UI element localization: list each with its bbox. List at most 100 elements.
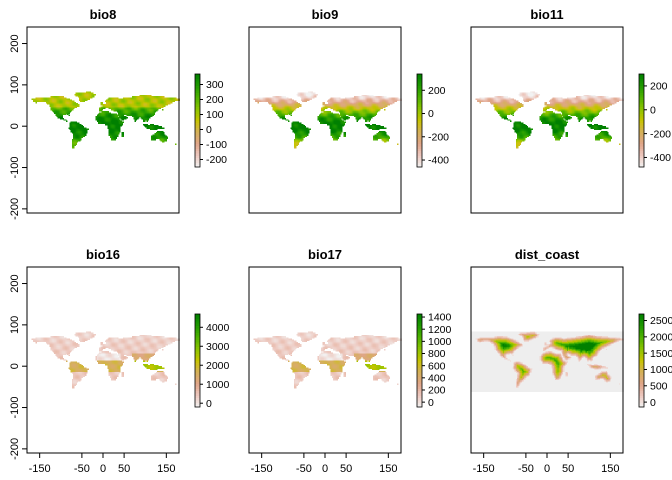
raster-cell [61,100,63,103]
raster-cell [105,114,107,117]
raster-cell [159,130,161,133]
raster-cell [160,135,163,137]
raster-cell [297,94,299,97]
raster-cell [121,123,124,126]
raster-cell [139,96,141,98]
raster-cell [114,118,116,120]
raster-cell [121,116,124,119]
raster-cell [149,106,152,108]
raster-cell [101,116,103,119]
raster-cell [148,99,151,102]
raster-cell [57,97,60,99]
raster-cell [75,103,77,105]
raster-cell [152,125,154,127]
raster-cell [356,96,359,98]
raster-cell [99,119,101,121]
raster-cell [373,115,375,118]
raster-cell [122,133,125,135]
raster-cell [110,118,113,120]
raster-cell [164,134,166,136]
raster-cell [147,127,150,129]
raster-cell [135,100,138,103]
raster-cell [57,96,60,98]
raster-cell [71,138,74,141]
raster-cell [107,104,109,106]
raster-cell [297,93,299,96]
raster-cell [79,126,81,128]
raster-cell [80,96,82,98]
raster-cell [162,136,165,139]
legend-swatch [195,113,200,117]
raster-cell [164,104,166,106]
raster-cell [61,104,63,106]
raster-cell [142,99,145,102]
raster-cell [114,131,116,134]
raster-cell [43,100,46,103]
raster-cell [358,96,361,98]
raster-cell [83,92,86,95]
raster-cell [145,125,147,127]
raster-cell [113,105,115,107]
raster-cell [110,101,113,104]
raster-cell [158,97,160,99]
raster-cell [147,96,150,98]
raster-cell [106,121,108,124]
raster-cell [119,127,121,129]
raster-cell [162,104,165,106]
raster-cell [147,114,150,117]
raster-cell [114,136,116,139]
raster-cell [311,93,314,96]
raster-cell [77,133,80,135]
raster-cell [102,113,105,115]
raster-cell [71,144,74,147]
raster-cell [48,101,50,104]
raster-cell [308,96,310,98]
raster-cell [44,97,47,99]
raster-cell [115,104,118,106]
raster-cell [151,127,153,129]
raster-cell [55,105,57,107]
raster-cell [149,104,152,106]
raster-cell [121,122,124,125]
raster-cell [69,111,72,113]
raster-cell [145,104,147,106]
raster-cell [122,114,125,117]
raster-cell [144,110,146,112]
legend-swatch [417,83,422,87]
raster-cell [159,104,161,106]
raster-cell [154,137,157,140]
raster-cell [74,101,76,104]
raster-cell [74,104,76,106]
raster-cell [134,111,137,113]
raster-cell [154,101,157,104]
raster-cell [128,97,131,99]
raster-cell [349,97,351,99]
raster-cell [83,130,86,133]
raster-cell [299,94,302,97]
raster-cell [122,100,125,103]
raster-cell [146,94,148,97]
raster-cell [162,137,165,140]
raster-cell [66,103,68,105]
raster-cell [175,98,178,100]
raster-cell [101,114,103,117]
raster-cell [49,103,51,105]
raster-cell [136,107,139,110]
raster-cell [55,110,57,112]
raster-cell [116,98,119,100]
raster-cell [73,130,75,133]
legend-swatch [195,87,200,91]
raster-cell [109,106,112,108]
raster-cell [151,97,153,99]
raster-cell [158,130,160,133]
raster-cell [157,133,159,135]
raster-cell [75,123,77,126]
raster-cell [67,108,69,111]
raster-cell [57,101,60,104]
raster-cell [102,106,105,108]
raster-cell [56,112,59,114]
raster-cell [69,100,72,103]
raster-cell [115,126,118,128]
raster-cell [159,106,161,108]
raster-cell [316,93,318,96]
